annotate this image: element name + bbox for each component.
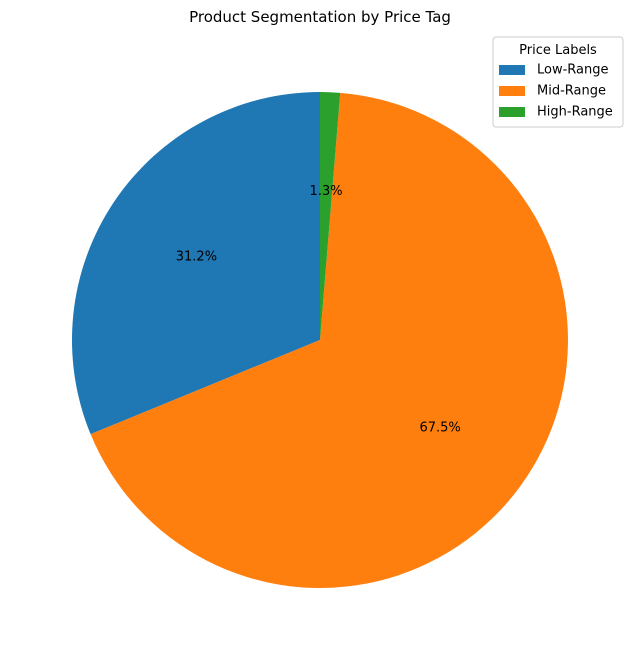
legend-label-high-range: High-Range [537,105,613,120]
legend-items: Low-Range Mid-Range High-Range [499,63,613,120]
legend: Price Labels Low-Range Mid-Range High-Rang… [492,36,624,128]
legend-swatch-mid-range [499,86,525,96]
pie-percent-label-mid-range: 67.5% [419,420,460,435]
pie-slice-mid-range [90,92,568,589]
pie-slices [71,92,568,589]
pie-slice-low-range [71,92,320,435]
chart-title: Product Segmentation by Price Tag [189,8,451,26]
legend-frame [492,36,624,128]
legend-swatch-high-range [499,107,525,117]
legend-label-low-range: Low-Range [537,63,609,78]
legend-label-mid-range: Mid-Range [537,84,606,99]
pie-percent-label-low-range: 31.2% [176,250,217,265]
pie-slice-high-range [320,92,341,340]
legend-title: Price Labels [519,43,597,58]
legend-swatch-low-range [499,65,525,75]
pie-percent-labels: 31.2% 67.5% 1.3% [176,184,461,436]
pie-percent-label-high-range: 1.3% [310,184,343,199]
